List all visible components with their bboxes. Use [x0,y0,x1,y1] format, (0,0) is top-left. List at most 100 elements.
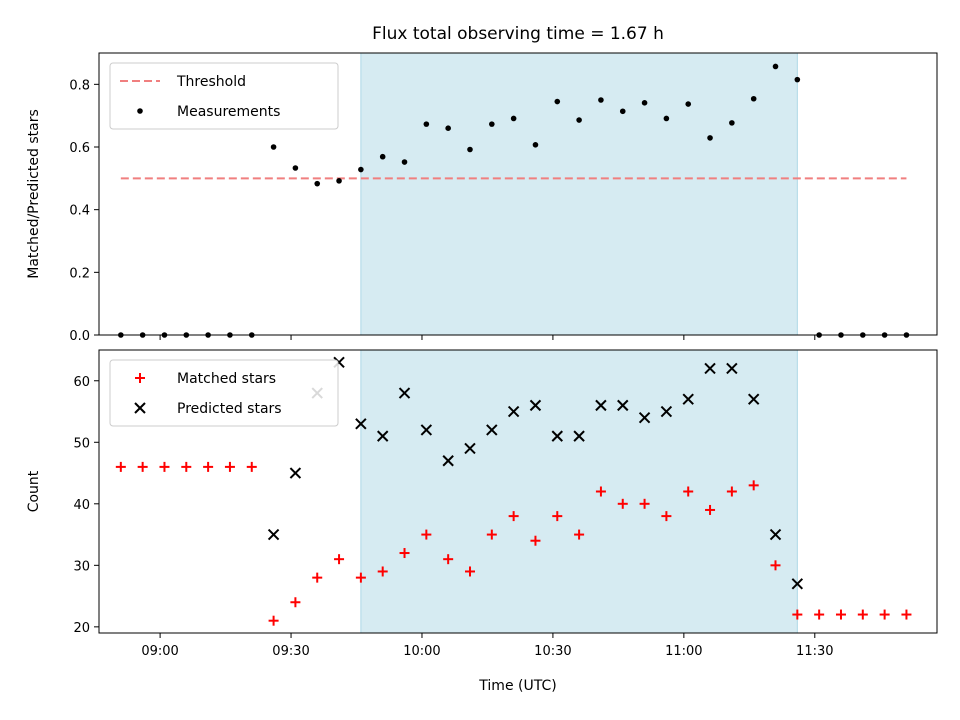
legend-box [109,62,339,130]
matched-stars-point [835,609,846,620]
predicted-stars-point [638,411,651,424]
measurement-point [489,121,495,127]
matched-stars-point [552,511,563,522]
legend-label: Predicted stars [177,401,282,417]
legend: Threshold Measurements [109,62,339,130]
measurement-point [729,120,735,126]
matched-stars-point [508,511,519,522]
measurement-point [750,95,757,102]
measurement-point [685,101,692,107]
x-marker-b [573,430,585,442]
measurement-point [423,121,430,127]
measurement-point [707,135,713,141]
measurement-point [794,76,801,83]
measurement-point [510,115,517,122]
x-marker-b [769,528,782,541]
legend-box [109,359,339,427]
x-marker-b [420,424,433,436]
measurement-point [619,108,626,115]
matched-stars-point [814,609,825,620]
x-marker-b [704,362,716,375]
matched-stars-point [683,486,694,497]
x-marker-b [638,411,651,424]
x-marker-b [289,467,302,479]
y-tick-label: 20 [73,621,90,636]
matched-stars-point [224,461,235,472]
measurement-point [336,178,342,184]
observing-window-span [360,349,798,634]
matched-stars-point [137,461,148,472]
predicted-stars-point [442,455,454,467]
y-tick-label: 0.0 [69,329,90,344]
matched-stars-point [334,554,345,565]
predicted-stars-point [617,399,629,412]
measurement-point [641,100,648,106]
y-tick-label: 0.8 [69,78,90,93]
x-marker-b [682,393,694,405]
y-tick-label: 50 [73,436,90,451]
measurement-point [445,125,451,131]
predicted-stars-point [355,418,367,430]
matched-stars-point [792,609,803,620]
observing-window-span [360,52,798,336]
matched-stars-point [159,461,170,472]
legend-label: Measurements [177,104,280,120]
matched-stars-point [617,498,628,509]
predicted-stars-point [769,528,782,541]
y-tick-label: 60 [73,375,90,390]
matched-stars-point [486,529,497,540]
predicted-stars-point [289,467,302,479]
matched-stars-point [312,572,323,583]
matched-stars-point [421,529,432,540]
matched-stars-point [879,609,890,620]
legend: Matched stars Predicted stars [109,359,339,427]
legend-x-b [134,402,146,414]
legend-measurement-swatch [137,108,143,114]
x-tick-label: 11:30 [796,644,833,659]
matched-stars-point [770,560,781,571]
axes-frame [98,52,938,336]
predicted-stars-point [595,399,607,412]
matched-stars-point [574,529,585,540]
measurement-point [554,98,561,105]
measurement-point [358,166,364,173]
x-tick-label: 09:30 [272,644,309,659]
matched-stars-point [443,554,454,565]
matched-stars-point [748,480,759,491]
predicted-stars-point [726,362,738,375]
predicted-stars-point [398,387,411,399]
matched-stars-point [595,486,606,497]
y-tick-label: 0.4 [69,204,90,219]
x-marker-b [464,442,476,455]
legend-label: Threshold [176,74,246,90]
x-marker-b [660,405,673,418]
predicted-stars-point [464,442,476,455]
measurement-point [772,63,779,70]
matched-stars-point [399,548,410,559]
x-marker-b [486,424,498,436]
predicted-stars-point [267,528,280,541]
predicted-stars-point [704,362,716,375]
matched-stars-point [268,615,279,626]
x-marker-b [747,393,760,405]
x-tick-label: 10:30 [534,644,571,659]
x-marker-b [355,418,367,430]
matched-stars-point [290,597,301,608]
measurement-point [292,165,299,171]
x-marker-b [398,387,411,399]
measurement-point [314,180,321,187]
x-marker-b [376,430,389,442]
ratio-panel: 0.0 0.2 0.4 0.6 0.8 Matched/Predicted stars Th… [26,52,938,344]
matched-stars-point [377,566,388,577]
x-marker-b [617,399,629,412]
x-marker-b [791,578,804,590]
y-axis-label: Matched/Predicted stars [26,109,42,279]
axes-frame [98,349,938,634]
y-tick-label: 40 [73,498,90,513]
predicted-stars-point [486,424,498,436]
matched-stars-point [464,566,475,577]
x-marker-b [551,430,563,442]
measurement-point [663,115,670,122]
y-axis-label: Count [26,470,42,512]
